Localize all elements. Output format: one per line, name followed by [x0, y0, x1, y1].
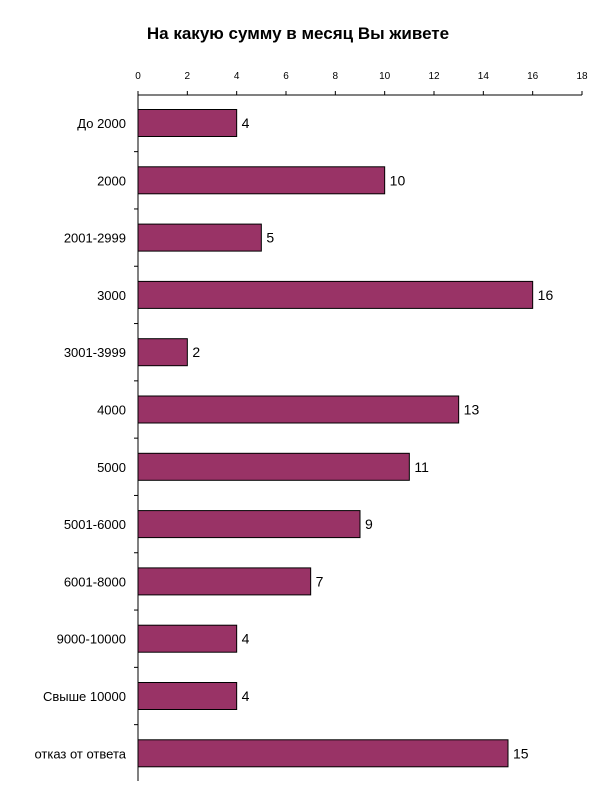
bar [137, 739, 509, 768]
data-label: 2 [192, 344, 200, 360]
data-label: 5 [266, 230, 274, 246]
bar [137, 452, 410, 481]
category-label: 5000 [97, 460, 126, 475]
data-label: 10 [390, 172, 406, 188]
category-label: До 2000 [77, 116, 126, 131]
data-label: 16 [538, 287, 554, 303]
data-label: 13 [464, 402, 480, 418]
x-tick-label: 0 [135, 71, 141, 82]
x-tick-label: 10 [379, 71, 391, 82]
data-label: 4 [242, 115, 250, 131]
data-label: 4 [242, 631, 250, 647]
x-tick-label: 14 [478, 71, 490, 82]
bar [137, 567, 312, 596]
x-tick-label: 4 [234, 71, 240, 82]
bar [137, 682, 238, 710]
data-label: 9 [365, 516, 373, 532]
x-tick-label: 8 [333, 71, 339, 82]
bar [137, 109, 238, 137]
data-label: 11 [414, 459, 429, 475]
bar [137, 166, 386, 195]
bar [137, 280, 534, 309]
bar [137, 395, 460, 424]
bar [137, 223, 262, 252]
chart-title: На какую сумму в месяц Вы живете [146, 24, 450, 43]
x-tick-label: 6 [283, 71, 289, 82]
category-label: 2000 [97, 173, 126, 188]
x-tick-label: 18 [576, 71, 588, 82]
category-label: отказ от ответа [34, 746, 126, 761]
category-label: Свыше 10000 [43, 689, 126, 704]
bar [137, 510, 361, 539]
category-label: 6001-8000 [64, 574, 126, 589]
bar [137, 624, 238, 653]
data-label: 15 [513, 745, 529, 761]
category-label: 3000 [97, 288, 126, 303]
category-label: 2001-2999 [64, 231, 126, 246]
category-label: 5001-6000 [64, 517, 126, 532]
x-tick-label: 2 [185, 71, 191, 82]
bar [137, 338, 188, 367]
category-label: 3001-3999 [64, 345, 126, 360]
data-label: 7 [316, 573, 324, 589]
category-label: 9000-10000 [57, 632, 126, 647]
x-tick-label: 12 [428, 71, 440, 82]
category-label: 4000 [97, 403, 126, 418]
x-tick-label: 16 [527, 71, 539, 82]
data-label: 4 [242, 688, 250, 704]
